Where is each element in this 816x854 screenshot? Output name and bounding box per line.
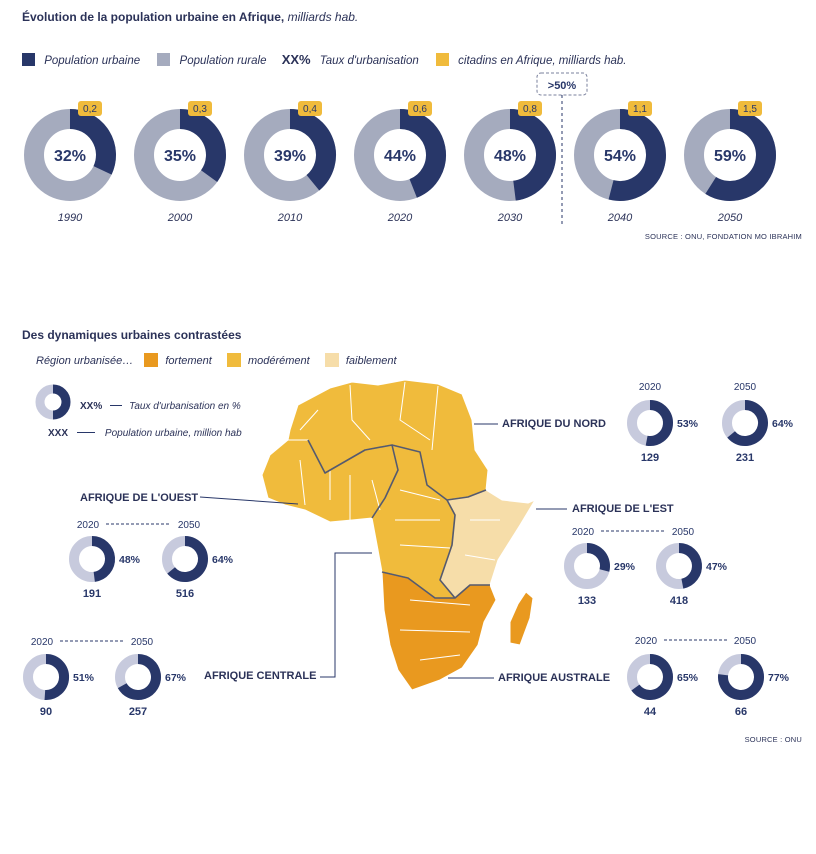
- donut-urban-2000: [179, 109, 226, 183]
- legend-strong: fortement: [165, 355, 212, 367]
- threshold-box: [536, 72, 588, 96]
- citadins-value-2040: 1,1: [633, 104, 647, 115]
- legend-citadins: citadins en Afrique, milliards hab.: [458, 55, 627, 67]
- year-label-1990: 1990: [57, 212, 83, 224]
- urbanisation-donut-chart: >50% 32% 0,2 35% 0,3 39% 0,4 44% 0,6 48% 0,8 54% 1,…: [24, 72, 776, 225]
- citadins-badge-2000: [188, 101, 212, 116]
- citadins-badge-2050: [738, 101, 762, 116]
- donut-group: 32% 0,2 35% 0,3 39% 0,4 44% 0,6 48% 0,8 54% 1,1 59% 1…: [24, 101, 776, 201]
- year-label-2040: 2040: [607, 212, 633, 224]
- donut-pct-2020: 44%: [384, 148, 416, 165]
- citadins-value-2010: 0,4: [303, 104, 317, 115]
- donut-pct-2000: 35%: [164, 148, 196, 165]
- key-pct-row: XX% Taux d'urbanisation en %: [80, 396, 241, 414]
- legend-region-label: Région urbanisée…: [36, 355, 134, 367]
- moderate-swatch: [226, 353, 241, 367]
- bottom-legend: Région urbanisée… fortement modérément f…: [36, 353, 397, 367]
- citadins-badge-1990: [78, 101, 102, 116]
- citadins-badge-2020: [408, 101, 432, 116]
- map-madagascar: [509, 591, 534, 646]
- region-label-southern: AFRIQUE AUSTRALE: [498, 672, 611, 684]
- top-title: Évolution de la population urbaine en Af…: [22, 10, 358, 24]
- urban-swatch: [22, 53, 35, 66]
- region-label-central: AFRIQUE CENTRALE: [204, 670, 317, 682]
- key-pct-label: Taux d'urbanisation en %: [129, 401, 241, 412]
- top-title-bold: Évolution de la population urbaine en Af…: [22, 10, 285, 24]
- citadins-badge-2030: [518, 101, 542, 116]
- top-source: SOURCE : ONU, FONDATION MO IBRAHIM: [644, 232, 802, 241]
- bottom-source: SOURCE : ONU: [744, 735, 802, 744]
- bottom-title: Des dynamiques urbaines contrastées: [22, 328, 242, 342]
- key-num-row: XXX Population urbaine, million hab: [48, 423, 242, 441]
- rural-swatch: [157, 53, 171, 66]
- region-label-west: AFRIQUE DE L'OUEST: [80, 492, 199, 504]
- citadins-badge-2010: [298, 101, 322, 116]
- legend-moderate: modérément: [247, 355, 310, 367]
- citadins-badge-2040: [628, 101, 652, 116]
- weak-swatch: [324, 353, 339, 367]
- citadins-value-2020: 0,6: [413, 104, 427, 115]
- year-label-2000: 2000: [167, 212, 193, 224]
- legend-rural: Population rurale: [179, 55, 267, 67]
- region-label-east: AFRIQUE DE L'EST: [572, 503, 674, 515]
- key-pct: XX%: [80, 401, 103, 412]
- strong-swatch: [144, 353, 159, 367]
- year-label-2020: 2020: [387, 212, 413, 224]
- donut-urban-2030: [509, 109, 556, 201]
- donut-pct-2010: 39%: [274, 148, 306, 165]
- citadins-value-2000: 0,3: [193, 104, 207, 115]
- donut-pct-1990: 32%: [54, 148, 86, 165]
- key-donut: [35, 384, 71, 420]
- legend-xx: XX%: [281, 52, 311, 67]
- citadins-swatch: [435, 53, 449, 66]
- legend-urban: Population urbaine: [44, 55, 141, 67]
- donut-pct-2050: 59%: [714, 148, 746, 165]
- map-east-africa: [439, 489, 536, 599]
- year-label-2050: 2050: [717, 212, 743, 224]
- citadins-value-2030: 0,8: [523, 104, 537, 115]
- donut-urban-2020: [399, 109, 446, 198]
- donut-urban-1990: [69, 109, 116, 175]
- citadins-value-1990: 0,2: [83, 104, 97, 115]
- key-pct-line: [109, 405, 122, 406]
- donut-pct-2030: 48%: [494, 148, 526, 165]
- donut-pct-2040: 54%: [604, 148, 636, 165]
- pointer-central: [320, 552, 372, 678]
- key-num-line: [77, 432, 96, 433]
- pointer-west: [199, 496, 299, 505]
- citadins-value-2050: 1,5: [743, 104, 757, 115]
- key-num-label: Population urbaine, million hab: [104, 428, 242, 439]
- top-title-italic: milliards hab.: [284, 10, 359, 24]
- top-legend: Population urbaine Population rurale XX%…: [22, 52, 626, 67]
- donut-urban-2010: [289, 109, 336, 191]
- legend-rate: Taux d'urbanisation: [319, 55, 419, 67]
- region-label-north: AFRIQUE DU NORD: [502, 418, 606, 430]
- year-label-2030: 2030: [497, 212, 523, 224]
- threshold-label: >50%: [548, 80, 577, 92]
- key-num: XXX: [48, 428, 69, 439]
- donut-urban-2050: [705, 109, 776, 201]
- year-label-2010: 2010: [277, 212, 303, 224]
- legend-weak: faiblement: [345, 355, 397, 367]
- donut-urban-2040: [608, 109, 666, 201]
